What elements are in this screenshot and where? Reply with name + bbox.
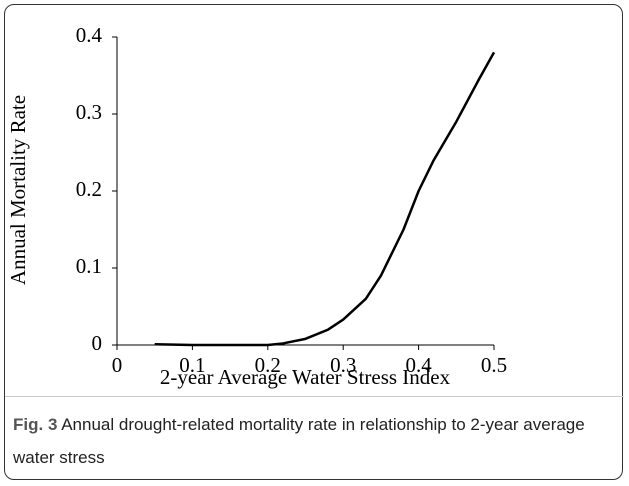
chart: 2-year Average Water Stress Index Annual…	[6, 23, 507, 389]
y-tick-label: 0.1	[76, 254, 102, 278]
x-axis-title: 2-year Average Water Stress Index	[160, 365, 451, 389]
y-tick-label: 0.4	[76, 23, 103, 47]
x-tick-label: 0.1	[179, 353, 205, 377]
x-tick-label: 0.4	[405, 353, 432, 377]
caption: Fig. 3 Annual drought-related mortality …	[13, 408, 613, 474]
line	[154, 51, 496, 347]
y-axis-title: Annual Mortality Rate	[6, 95, 30, 285]
x-tick-label: 0.5	[481, 353, 507, 377]
caption-label: Fig. 3	[13, 415, 58, 434]
divider	[5, 396, 624, 397]
caption-text: Annual drought-related mortality rate in…	[13, 415, 585, 467]
x-tick-label: 0.3	[330, 353, 356, 377]
x-tick-label: 0	[112, 353, 123, 377]
y-tick-label: 0.3	[76, 100, 102, 124]
y-tick-label: 0.2	[76, 177, 102, 201]
figure-frame	[4, 4, 623, 480]
y-tick-label: 0	[92, 331, 103, 355]
x-tick-label: 0.2	[255, 353, 281, 377]
